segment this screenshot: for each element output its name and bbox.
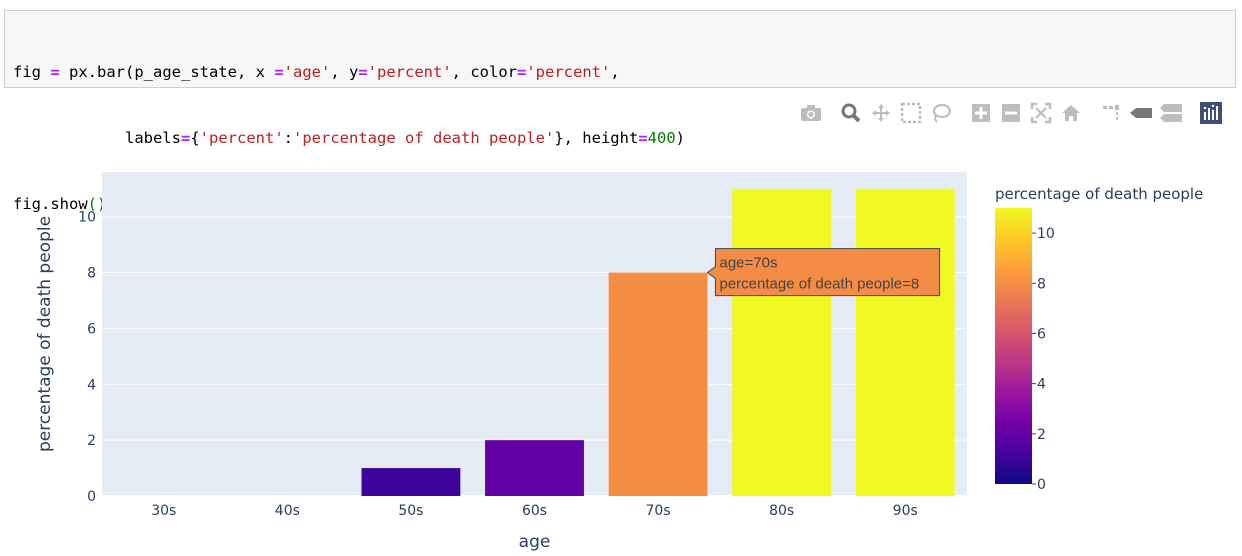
x-tick-label: 50s [398, 503, 423, 519]
y-tick-label: 8 [87, 266, 96, 282]
code-token: , color [451, 63, 517, 81]
code-token: , [610, 63, 620, 81]
code-cell[interactable]: fig = px.bar(p_age_state, x ='age', y='p… [4, 10, 1236, 213]
code-token: 'percent' [526, 63, 611, 81]
code-token: px.bar(p_age_state, x [59, 63, 275, 81]
x-tick-label: 60s [522, 503, 547, 519]
bar-50s[interactable] [361, 468, 461, 496]
code-token: 'percent' [199, 129, 284, 147]
code-token: { [190, 129, 200, 147]
code-token: fig [13, 63, 51, 81]
colorbar-tick-label: 0 [1037, 477, 1046, 493]
y-tick-label: 0 [87, 489, 96, 505]
code-token: }, height [554, 129, 639, 147]
code-line-3: fig.show() [13, 193, 1227, 215]
hover-tooltip: age=70s percentage of death people=8 [706, 247, 941, 297]
bar-60s[interactable] [485, 440, 584, 496]
code-token: () [87, 195, 107, 213]
code-line-2: labels={'percent':'percentage of death p… [13, 127, 1227, 149]
hover-box [706, 247, 941, 297]
colorbar-tick-label: 2 [1037, 427, 1046, 443]
x-tick-label: 40s [275, 503, 300, 519]
zoom-icon[interactable] [838, 100, 864, 126]
zoom-out-icon[interactable] [998, 100, 1024, 126]
y-tick-label: 10 [78, 210, 96, 226]
plotly-logo-icon[interactable] [1198, 100, 1224, 126]
y-tick-label: 6 [87, 321, 96, 337]
code-token: labels [13, 129, 181, 147]
colorbar: percentage of death people 0 2 4 6 8 10 [995, 185, 1203, 493]
colorbar-tick-label: 6 [1037, 326, 1046, 342]
code-token: 'percent' [367, 63, 452, 81]
bar-90s[interactable] [855, 188, 955, 497]
code-token: 'age' [283, 63, 331, 81]
code-token: = [274, 63, 284, 81]
bar-70s[interactable] [608, 272, 708, 496]
code-token: 'percentage of death people' [293, 129, 555, 147]
code-token: = [180, 129, 191, 147]
code-token: ) [675, 129, 685, 147]
code-line-1: fig = px.bar(p_age_state, x ='age', y='p… [13, 61, 1227, 83]
bar-80s[interactable] [732, 188, 832, 497]
bar-chart: 0 2 4 6 8 10 30s 40s 50s 60s 70s 80s 90s percentage… [35, 172, 1203, 552]
y-tick-label: 2 [87, 433, 96, 449]
code-token: : [283, 129, 294, 147]
hover-label-value: percentage of death people=8 [720, 276, 920, 293]
box-select-icon[interactable] [898, 100, 924, 126]
code-token: = [638, 129, 648, 147]
zoom-in-icon[interactable] [968, 100, 994, 126]
hover-closest-icon[interactable] [1128, 100, 1154, 126]
code-token: = [50, 63, 60, 81]
x-tick-label: 70s [646, 503, 671, 519]
code-token: 400 [647, 129, 676, 147]
x-tick-label: 90s [893, 503, 918, 519]
code-token: , y [330, 63, 359, 81]
colorbar-gradient [995, 208, 1032, 484]
colorbar-tick-label: 4 [1037, 377, 1046, 393]
plot-modebar [796, 98, 1236, 128]
pan-icon[interactable] [868, 100, 894, 126]
code-token: = [358, 63, 368, 81]
hover-label-age: age=70s [720, 255, 778, 272]
x-axis-title: age [519, 532, 551, 552]
camera-icon[interactable] [798, 100, 824, 126]
x-tick-label: 80s [769, 503, 794, 519]
x-tick-label: 30s [151, 503, 176, 519]
y-tick-label: 4 [87, 377, 96, 393]
code-token: = [517, 63, 527, 81]
colorbar-tick-label: 10 [1037, 226, 1055, 242]
lasso-select-icon[interactable] [928, 100, 954, 126]
reset-axes-icon[interactable] [1058, 100, 1084, 126]
y-axis-title: percentage of death people [35, 216, 55, 452]
spike-lines-icon[interactable] [1098, 100, 1124, 126]
code-token: fig.show [13, 195, 88, 213]
autoscale-icon[interactable] [1028, 100, 1054, 126]
colorbar-title: percentage of death people [995, 185, 1203, 203]
hover-compare-icon[interactable] [1158, 100, 1184, 126]
colorbar-tick-label: 8 [1037, 276, 1046, 292]
